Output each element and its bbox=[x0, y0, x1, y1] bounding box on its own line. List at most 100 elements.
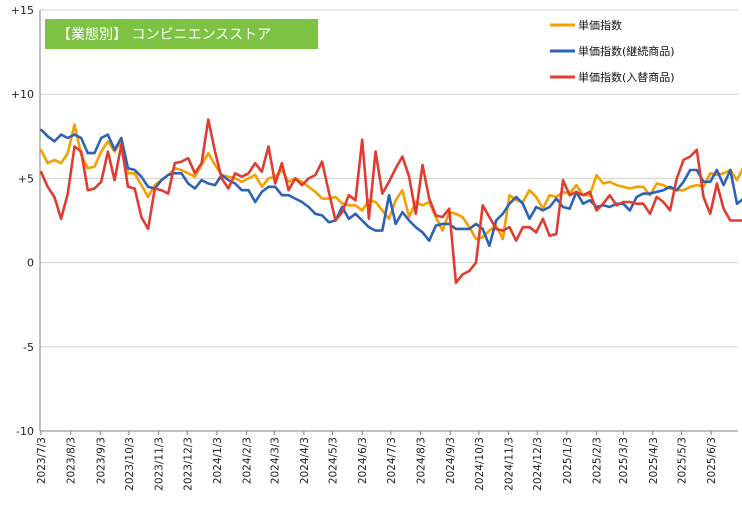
data-point bbox=[595, 174, 598, 176]
x-tick-label: 2024/11/3 bbox=[504, 437, 516, 491]
data-point bbox=[689, 155, 692, 158]
data-point bbox=[588, 191, 591, 193]
data-point bbox=[515, 239, 518, 242]
x-tick-label: 2023/7/3 bbox=[36, 437, 48, 484]
data-point bbox=[682, 180, 685, 183]
data-point bbox=[401, 155, 404, 158]
data-point bbox=[421, 231, 424, 234]
data-point bbox=[575, 184, 578, 187]
data-point bbox=[93, 152, 96, 155]
data-point bbox=[53, 140, 56, 143]
data-point bbox=[542, 209, 544, 212]
data-point bbox=[394, 223, 397, 225]
data-point bbox=[187, 172, 190, 175]
x-tick-label: 2024/6/3 bbox=[357, 437, 369, 484]
data-point bbox=[461, 273, 464, 276]
data-point bbox=[669, 185, 671, 188]
data-point bbox=[421, 164, 424, 166]
data-point bbox=[80, 150, 83, 153]
x-tick-label: 2023/10/3 bbox=[124, 437, 136, 491]
data-point bbox=[321, 214, 323, 217]
series-lines bbox=[39, 118, 742, 285]
data-point bbox=[394, 167, 397, 170]
legend-label: 単価指数(入替商品) bbox=[578, 70, 675, 84]
data-point bbox=[301, 180, 303, 183]
data-point bbox=[120, 143, 123, 146]
data-point bbox=[468, 228, 471, 230]
data-point bbox=[46, 135, 49, 138]
data-point bbox=[528, 226, 531, 229]
data-point bbox=[421, 204, 424, 207]
x-tick-label: 2023/11/3 bbox=[154, 437, 166, 491]
data-point bbox=[133, 187, 136, 190]
data-point bbox=[682, 189, 685, 192]
data-point bbox=[194, 172, 196, 175]
data-point bbox=[374, 201, 377, 203]
data-point bbox=[521, 202, 524, 205]
data-point bbox=[234, 177, 237, 180]
data-point bbox=[254, 162, 257, 165]
data-point bbox=[495, 219, 497, 222]
data-point bbox=[388, 180, 390, 183]
data-point bbox=[662, 189, 665, 192]
data-point bbox=[314, 174, 317, 176]
data-point bbox=[501, 238, 504, 240]
data-point bbox=[461, 228, 464, 230]
chart-title-box: 【業態別】 コンビニエンスストア bbox=[45, 19, 318, 49]
data-point bbox=[501, 229, 504, 232]
data-point bbox=[475, 238, 477, 240]
data-point bbox=[173, 162, 176, 165]
data-point bbox=[361, 219, 364, 222]
data-point bbox=[66, 137, 69, 139]
data-point bbox=[702, 196, 705, 198]
y-tick-label: +10 bbox=[11, 88, 34, 101]
data-point bbox=[602, 182, 605, 185]
data-point bbox=[689, 169, 692, 171]
data-point bbox=[481, 204, 484, 207]
data-point bbox=[414, 226, 417, 229]
data-point bbox=[736, 202, 738, 205]
data-point bbox=[234, 182, 237, 185]
data-point bbox=[73, 145, 76, 148]
data-point bbox=[194, 187, 196, 190]
data-point bbox=[649, 212, 651, 215]
data-point bbox=[86, 152, 89, 155]
x-tick-label: 2025/2/3 bbox=[591, 437, 603, 484]
data-point bbox=[716, 169, 718, 171]
data-point bbox=[40, 128, 42, 131]
data-point bbox=[341, 202, 344, 205]
data-point bbox=[133, 172, 136, 175]
data-point bbox=[187, 157, 190, 160]
data-point bbox=[307, 206, 310, 208]
data-point bbox=[267, 145, 270, 148]
data-point bbox=[622, 185, 625, 188]
data-point bbox=[535, 206, 538, 208]
data-point bbox=[100, 180, 103, 183]
data-point bbox=[180, 172, 183, 175]
data-point bbox=[66, 152, 69, 155]
data-point bbox=[347, 194, 350, 197]
data-point bbox=[127, 172, 129, 175]
data-point bbox=[46, 162, 49, 165]
data-point bbox=[180, 160, 183, 163]
data-point bbox=[374, 150, 377, 153]
data-point bbox=[314, 191, 317, 193]
data-point bbox=[736, 219, 738, 222]
data-point bbox=[107, 140, 109, 143]
data-point bbox=[160, 179, 163, 182]
data-point bbox=[274, 185, 277, 188]
data-point bbox=[314, 212, 317, 215]
data-point bbox=[227, 187, 230, 190]
x-tick-label: 2025/1/3 bbox=[562, 437, 574, 484]
data-point bbox=[140, 184, 143, 187]
x-tick-label: 2023/9/3 bbox=[95, 437, 107, 484]
y-tick-label: +15 bbox=[11, 4, 34, 17]
data-point bbox=[200, 179, 203, 182]
data-point bbox=[655, 182, 658, 185]
data-point bbox=[46, 185, 49, 188]
data-point bbox=[448, 207, 451, 210]
data-point bbox=[207, 182, 210, 185]
data-point bbox=[207, 152, 210, 155]
data-point bbox=[709, 172, 712, 175]
